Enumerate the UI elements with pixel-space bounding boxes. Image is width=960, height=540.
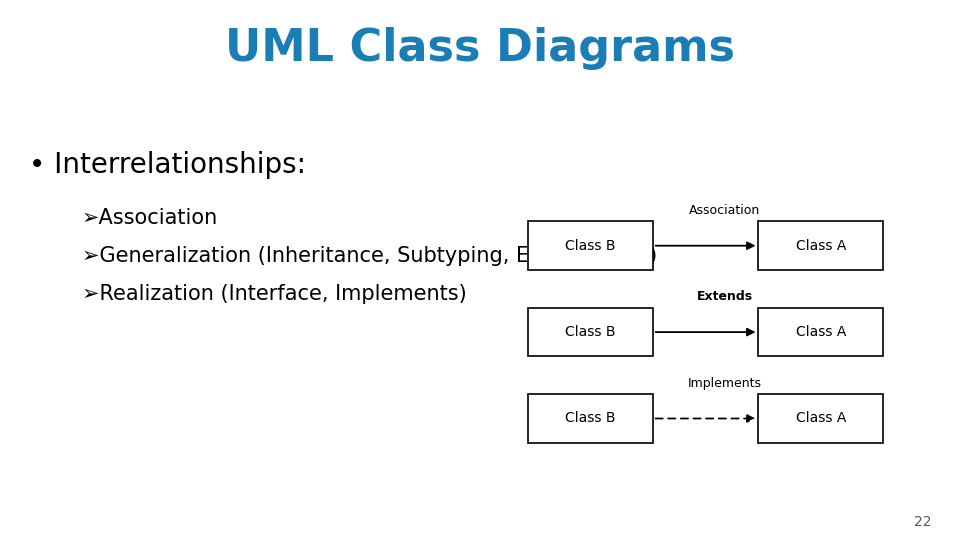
Text: Class B: Class B [565,325,615,339]
Text: Class A: Class A [796,325,846,339]
Text: Extends: Extends [697,291,753,303]
Text: ➢Association: ➢Association [82,208,218,228]
Text: • Interrelationships:: • Interrelationships: [29,151,306,179]
FancyBboxPatch shape [528,221,653,270]
Text: ➢Generalization (Inheritance, Subtyping, Extends, is a): ➢Generalization (Inheritance, Subtyping,… [82,246,657,266]
Text: ➢Realization (Interface, Implements): ➢Realization (Interface, Implements) [82,284,467,303]
Text: 22: 22 [914,515,931,529]
Text: Class A: Class A [796,411,846,426]
Text: Class B: Class B [565,411,615,426]
Text: Association: Association [689,204,760,217]
Text: Class B: Class B [565,239,615,253]
FancyBboxPatch shape [758,308,883,356]
Text: Class A: Class A [796,239,846,253]
Text: Implements: Implements [687,377,762,390]
FancyBboxPatch shape [758,394,883,443]
FancyBboxPatch shape [528,394,653,443]
Text: UML Class Diagrams: UML Class Diagrams [225,27,735,70]
FancyBboxPatch shape [528,308,653,356]
FancyBboxPatch shape [758,221,883,270]
